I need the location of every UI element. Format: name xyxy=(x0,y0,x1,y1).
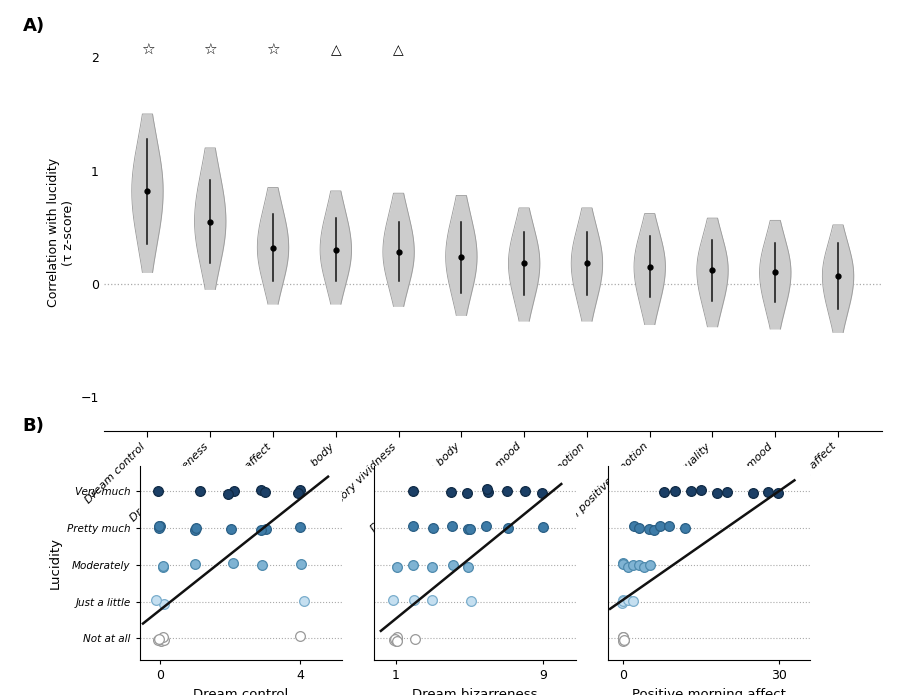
Y-axis label: Correlation with lucidity
(τ z-score): Correlation with lucidity (τ z-score) xyxy=(47,158,75,307)
Text: B): B) xyxy=(22,417,44,435)
Y-axis label: Lucidity: Lucidity xyxy=(49,537,61,589)
Text: ☆: ☆ xyxy=(266,42,280,58)
Text: △: △ xyxy=(330,43,341,58)
Text: ☆: ☆ xyxy=(203,42,217,58)
Text: ☆: ☆ xyxy=(140,42,154,58)
X-axis label: Dream bizarreness: Dream bizarreness xyxy=(412,688,537,695)
X-axis label: Positive morning affect: Positive morning affect xyxy=(632,688,786,695)
X-axis label: Dream control: Dream control xyxy=(194,688,288,695)
Text: △: △ xyxy=(393,43,404,58)
Text: A): A) xyxy=(22,17,45,35)
